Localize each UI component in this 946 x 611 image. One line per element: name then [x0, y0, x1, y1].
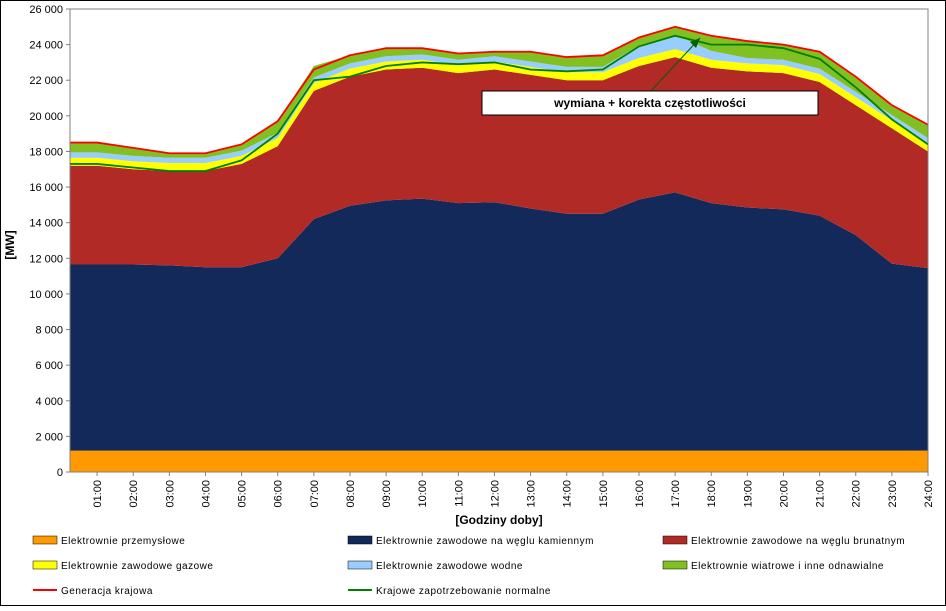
x-tick-label: 19:00	[742, 480, 754, 508]
annotation-arrow	[649, 37, 701, 93]
y-tick-label: 0	[57, 467, 63, 479]
x-tick-label: 24:00	[923, 480, 935, 508]
x-tick-label: 03:00	[164, 480, 176, 508]
x-tick-label: 02:00	[128, 480, 140, 508]
x-tick-label: 22:00	[851, 480, 863, 508]
legend-label: Elektrownie zawodowe na węglu brunatnym	[691, 536, 905, 547]
y-tick-label: 2 000	[35, 431, 63, 443]
x-tick-label: 20:00	[778, 480, 790, 508]
legend-swatch	[32, 535, 58, 545]
x-tick-label: 11:00	[453, 480, 465, 507]
y-tick-label: 26 000	[29, 4, 63, 16]
y-tick-label: 14 000	[29, 218, 63, 230]
x-tick-label: 08:00	[345, 480, 357, 508]
y-tick-label: 12 000	[29, 253, 63, 265]
legend-label: Elektrownie zawodowe wodne	[376, 561, 523, 572]
annotation-arrowhead	[690, 38, 700, 48]
x-axis-label: [Godziny doby]	[455, 513, 542, 527]
area	[70, 450, 928, 472]
legend-swatch	[347, 535, 373, 545]
legend-swatch	[32, 560, 58, 570]
area	[70, 34, 928, 164]
legend-label: Generacja krajowa	[61, 586, 153, 597]
x-tick-label: 04:00	[200, 480, 212, 508]
y-tick-label: 16 000	[29, 182, 63, 194]
legend-swatch	[662, 560, 688, 570]
y-tick-label: 4 000	[35, 396, 63, 408]
y-tick-label: 24 000	[29, 40, 63, 52]
x-tick-label: 17:00	[670, 480, 682, 508]
plot-border	[69, 8, 929, 473]
x-tick-label: 07:00	[309, 480, 321, 508]
annotation-box	[481, 90, 819, 116]
annotation: wymiana + korekta częstotliwości	[553, 96, 746, 110]
y-tick-label: 10 000	[29, 289, 63, 301]
x-tick-label: 18:00	[706, 480, 718, 508]
legend-swatch	[347, 560, 373, 570]
legend-label: Krajowe zapotrzebowanie normalne	[376, 586, 551, 597]
legend-label: Elektrownie przemysłowe	[61, 536, 185, 547]
x-tick-label: 10:00	[417, 480, 429, 508]
y-tick-label: 22 000	[29, 75, 63, 87]
plot-area	[70, 25, 929, 472]
y-tick-label: 18 000	[29, 146, 63, 158]
x-tick-label: 21:00	[815, 480, 827, 508]
x-tick-label: 15:00	[598, 480, 610, 508]
y-tick-label: 6 000	[35, 360, 63, 372]
legend-label: Elektrownie wiatrowe i inne odnawialne	[691, 561, 884, 572]
area	[70, 192, 928, 451]
x-tick-label: 23:00	[887, 480, 899, 508]
x-tick-label: 16:00	[634, 480, 646, 508]
line	[70, 25, 929, 155]
x-tick-label: 05:00	[237, 480, 249, 508]
x-tick-label: 01:00	[92, 480, 104, 508]
line	[70, 34, 929, 172]
x-tick-label: 13:00	[526, 480, 538, 508]
legend-label: Elektrownie zawodowe na węglu kamiennym	[376, 536, 594, 547]
y-tick-label: 8 000	[35, 325, 63, 337]
x-tick-label: 09:00	[381, 480, 393, 508]
y-tick-label: 20 000	[29, 111, 63, 123]
legend-label: Elektrownie zawodowe gazowe	[61, 561, 213, 572]
area	[70, 26, 928, 158]
x-tick-label: 14:00	[562, 480, 574, 508]
y-axis-label: [MW]	[3, 230, 17, 259]
legend-swatch	[662, 535, 688, 545]
x-tick-label: 12:00	[489, 480, 501, 508]
x-tick-label: 06:00	[273, 480, 285, 508]
